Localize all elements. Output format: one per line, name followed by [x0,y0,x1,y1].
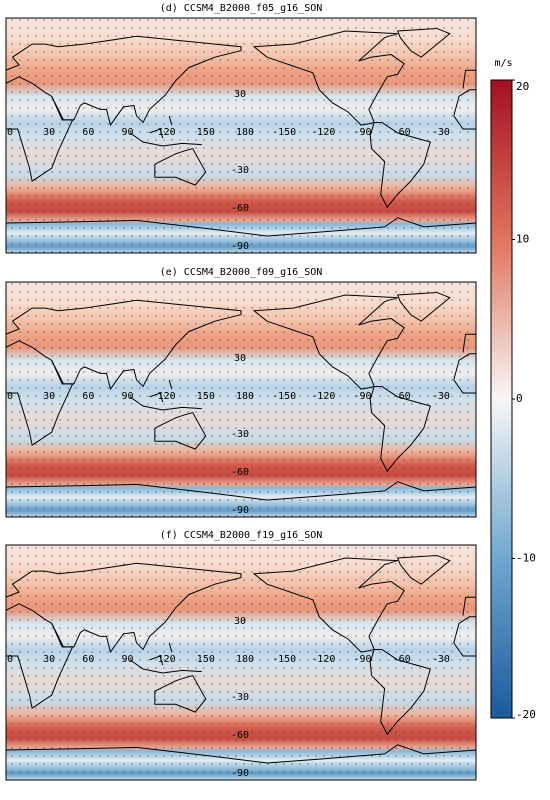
lon-label: 60 [82,391,94,402]
lon-label: -150 [272,127,296,138]
lat-label: 30 [234,353,246,364]
lon-label: 90 [121,654,133,665]
lon-label: -60 [393,391,411,402]
lat-label: 30 [234,89,246,100]
lon-label: -30 [432,654,450,665]
lon-label: -150 [272,391,296,402]
lon-label: 150 [197,127,215,138]
lon-label: -120 [311,127,335,138]
lat-label: -60 [231,467,249,478]
colorbar-tick-label: -20 [516,708,536,721]
map-frame [5,17,477,254]
lon-label: 0 [7,127,13,138]
lat-label: -60 [231,203,249,214]
map-frame [5,544,477,781]
lon-label: 120 [158,127,176,138]
lat-label: -30 [231,429,249,440]
lon-label: 30 [43,127,55,138]
lon-label: -120 [311,391,335,402]
lat-label: -30 [231,165,249,176]
lon-label: 30 [43,654,55,665]
lon-label: 120 [158,391,176,402]
lon-label: 30 [43,391,55,402]
significance-dots [6,545,476,780]
lon-label: -90 [353,127,371,138]
lon-label: -60 [393,127,411,138]
lon-label: 150 [197,654,215,665]
lon-label: -90 [353,391,371,402]
lon-label: 180 [236,391,254,402]
lon-label: 0 [7,654,13,665]
lon-label: 180 [236,654,254,665]
colorbar [490,79,513,719]
lon-label: 120 [158,654,176,665]
lon-label: -150 [272,654,296,665]
lon-label: -30 [432,391,450,402]
lon-label: 60 [82,654,94,665]
lon-label: -30 [432,127,450,138]
lon-label: 150 [197,391,215,402]
colorbar-tick-label: 10 [516,233,529,246]
lon-label: 0 [7,391,13,402]
lon-label: -120 [311,654,335,665]
lat-label: -60 [231,730,249,741]
lat-label: -90 [231,768,249,779]
panel-title: (e) CCSM4_B2000_f09_g16_SON [160,267,323,278]
lon-label: 90 [121,127,133,138]
significance-dots [6,282,476,517]
lon-label: 60 [82,127,94,138]
colorbar-label: m/s [494,58,512,69]
lon-label: -90 [353,654,371,665]
lon-label: 90 [121,391,133,402]
map-frame [5,281,477,518]
panel-title: (f) CCSM4_B2000_f19_g16_SON [160,530,323,541]
colorbar-tick-label: -10 [516,552,536,565]
lat-label: -30 [231,692,249,703]
colorbar-tick-label: 20 [516,80,529,93]
lon-label: 180 [236,127,254,138]
lat-label: -90 [231,505,249,516]
lon-label: -60 [393,654,411,665]
panel-title: (d) CCSM4_B2000_f05_g16_SON [160,3,323,14]
lat-label: 30 [234,616,246,627]
colorbar-tick-label: 0 [516,392,523,405]
lat-label: -90 [231,241,249,252]
significance-dots [6,18,476,253]
